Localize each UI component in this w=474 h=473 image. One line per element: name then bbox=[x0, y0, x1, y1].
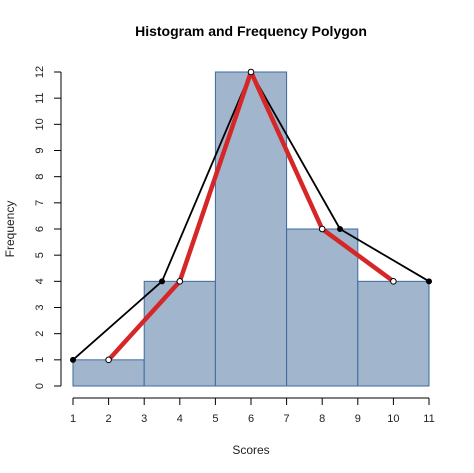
polygon-point-series-1 bbox=[337, 226, 343, 232]
lines-layer bbox=[70, 68, 432, 364]
y-tick-label: 11 bbox=[34, 92, 46, 103]
x-tick-label: 6 bbox=[248, 413, 254, 425]
x-tick-label: 2 bbox=[106, 413, 112, 425]
y-tick-label: 10 bbox=[34, 118, 46, 130]
y-tick-label: 7 bbox=[34, 200, 46, 206]
polygon-point-series-1 bbox=[159, 278, 165, 285]
y-tick-label: 2 bbox=[34, 331, 46, 337]
y-tick-label: 4 bbox=[34, 278, 46, 284]
histogram-bar-1 bbox=[72, 359, 145, 387]
y-tick-label: 8 bbox=[34, 174, 46, 180]
x-tick-label: 10 bbox=[387, 413, 399, 425]
histogram-bar-2 bbox=[143, 280, 216, 387]
x-tick-label: 4 bbox=[177, 413, 183, 425]
x-tick-label: 1 bbox=[70, 413, 76, 425]
y-tick-label: 12 bbox=[34, 66, 46, 78]
polygon-point-series-1 bbox=[426, 278, 432, 285]
y-tick-label: 1 bbox=[34, 357, 46, 363]
x-tick-label: 9 bbox=[355, 413, 361, 425]
polygon-point-series-2 bbox=[105, 356, 112, 364]
polygon-point-series-2 bbox=[318, 225, 326, 233]
x-tick-label: 8 bbox=[319, 413, 325, 425]
x-tick-label: 3 bbox=[141, 413, 147, 425]
polygon-point-series-2 bbox=[390, 278, 397, 285]
histogram-bar-4 bbox=[286, 228, 359, 387]
x-tick-label: 11 bbox=[423, 413, 434, 425]
y-tick-label: 3 bbox=[34, 304, 46, 310]
histogram-bar-3 bbox=[214, 71, 288, 387]
chart-title: Histogram and Frequency Polygon bbox=[135, 23, 367, 39]
x-tick-label: 7 bbox=[284, 413, 290, 425]
y-tick-label: 5 bbox=[34, 252, 46, 258]
y-axis-label: Frequency bbox=[3, 201, 17, 258]
polygon-point-series-1 bbox=[70, 356, 76, 363]
y-tick-label: 6 bbox=[34, 226, 46, 232]
polygon-point-series-2 bbox=[176, 278, 184, 285]
histogram-bar-5 bbox=[357, 280, 430, 387]
polygon-point-series-2 bbox=[247, 68, 255, 76]
x-tick-label: 5 bbox=[212, 413, 218, 425]
y-tick-label: 9 bbox=[34, 147, 46, 153]
y-tick-label: 0 bbox=[34, 383, 46, 389]
x-axis-label: Scores bbox=[232, 443, 269, 457]
